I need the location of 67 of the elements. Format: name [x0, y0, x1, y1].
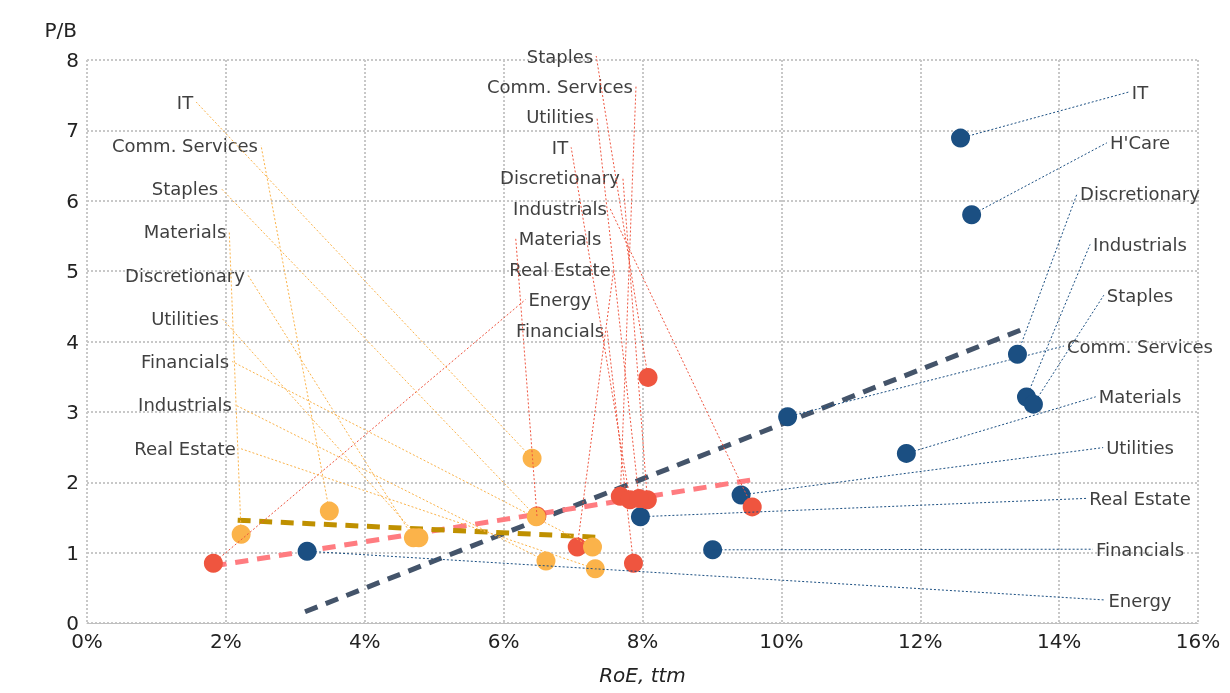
annotation: Materials — [1098, 386, 1182, 408]
point — [231, 524, 251, 544]
point — [778, 407, 798, 427]
annotation: Financials — [1095, 538, 1185, 560]
annotation: Industrials — [1093, 233, 1187, 255]
annotation: Staples — [1106, 284, 1174, 306]
y-tick-label: 2 — [66, 470, 79, 495]
point — [585, 559, 605, 579]
x-tick-label: 14% — [1036, 629, 1082, 653]
y-tick-label: 4 — [66, 329, 79, 354]
annotation: Financials — [515, 319, 605, 341]
point — [319, 501, 339, 521]
annotation: Industrials — [513, 197, 607, 219]
point — [630, 507, 650, 527]
annotation: Comm. Services — [487, 75, 633, 97]
point — [703, 540, 723, 560]
annotation: Real Estate — [134, 437, 236, 459]
point — [583, 537, 603, 557]
point — [522, 448, 542, 468]
x-tick-label: 6% — [487, 629, 520, 653]
annotation: Discretionary — [125, 264, 246, 286]
point — [1007, 344, 1027, 364]
point — [951, 128, 971, 148]
annotation: Energy — [528, 289, 592, 311]
annotation: IT — [176, 91, 195, 113]
annotation: IT — [551, 136, 570, 158]
annotation: Utilities — [151, 307, 219, 329]
annotation: H'Care — [1109, 132, 1171, 154]
annotation: Financials — [140, 351, 230, 372]
x-axis-title: RoE, ttm — [599, 663, 686, 687]
annotation: Materials — [518, 228, 602, 250]
annotation: Real Estate — [509, 258, 611, 280]
point — [896, 443, 916, 463]
annotation: Discretionary — [1080, 183, 1201, 205]
annotation: IT — [1131, 81, 1150, 103]
annotation: Utilities — [1106, 437, 1174, 459]
point — [203, 553, 223, 573]
annotation: Industrials — [138, 394, 232, 416]
annotation: Discretionary — [500, 167, 621, 189]
y-tick-label: 7 — [66, 118, 79, 143]
x-tick-label: 8% — [626, 629, 659, 653]
annotation: Energy — [1108, 589, 1172, 611]
annotation: Staples — [151, 178, 219, 199]
annotation: Staples — [526, 45, 594, 67]
y-tick-label: 1 — [66, 540, 79, 565]
annotation: Materials — [143, 221, 227, 243]
annotation: Comm. Services — [1067, 335, 1213, 357]
point — [623, 553, 643, 573]
y-tick-label: 6 — [66, 188, 79, 213]
x-tick-label: 16% — [1175, 629, 1221, 653]
y-tick-label: 5 — [66, 259, 79, 284]
y-tick-label: 3 — [66, 399, 79, 424]
point — [962, 205, 982, 225]
x-tick-label: 4% — [348, 629, 381, 653]
annotation: Real Estate — [1089, 487, 1191, 509]
y-tick-label: 8 — [66, 48, 79, 72]
point — [742, 497, 762, 517]
y-axis-title: P/B — [44, 18, 77, 42]
x-tick-label: 12% — [898, 629, 943, 653]
point — [297, 541, 317, 561]
annotation: Utilities — [526, 106, 594, 128]
x-tick-label: 10% — [759, 629, 804, 653]
point — [638, 367, 658, 387]
x-tick-label: 2% — [210, 629, 242, 653]
annotation: Comm. Services — [112, 134, 258, 156]
point — [536, 551, 556, 571]
point — [1023, 394, 1043, 414]
